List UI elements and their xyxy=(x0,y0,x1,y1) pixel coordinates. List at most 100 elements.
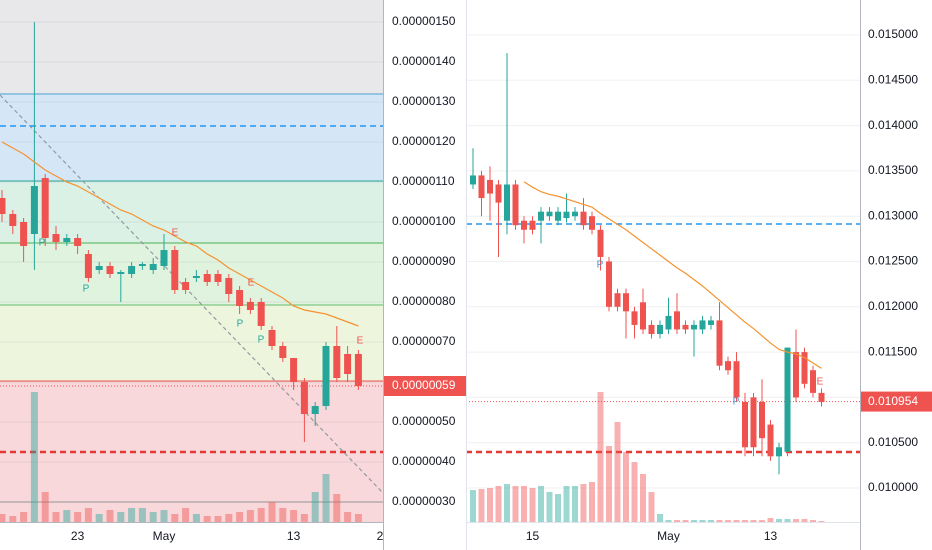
volume-bar xyxy=(290,510,298,522)
axes: 0.00000150 0.00000140 0.00000130 0.00000120… xyxy=(71,14,932,543)
candle-body xyxy=(171,250,179,290)
candle-body xyxy=(597,229,604,257)
y-tick-label: 0.00000030 xyxy=(392,494,456,508)
volume-bar xyxy=(106,510,114,522)
candle-body xyxy=(106,266,114,274)
volume-bar xyxy=(84,508,92,522)
volume-bar xyxy=(182,508,190,522)
candle-body xyxy=(470,175,476,185)
candle-body xyxy=(487,179,493,194)
volume-bar xyxy=(776,519,782,522)
volume-bar xyxy=(95,514,103,522)
volume-bar xyxy=(74,512,82,522)
y-tick-label: 0.014500 xyxy=(868,72,918,86)
volume-bar xyxy=(487,488,493,522)
volume-bar xyxy=(606,446,612,522)
y-tick-label: 0.00000040 xyxy=(392,454,456,468)
volume-bar xyxy=(767,518,774,522)
signal-label: P xyxy=(39,238,46,249)
candle-body xyxy=(691,324,697,330)
volume-bar xyxy=(665,520,672,522)
volume-bar xyxy=(192,514,200,522)
last-price-label: 0.010954 xyxy=(868,394,918,408)
signal-label: P xyxy=(733,397,740,408)
volume-bar xyxy=(160,510,168,522)
volume-bar xyxy=(623,452,629,522)
x-tick-label: 13 xyxy=(287,529,301,543)
candle-body xyxy=(674,311,680,330)
signal-label: E xyxy=(817,377,824,388)
volume-bar xyxy=(716,520,723,522)
volume-bar xyxy=(322,474,330,522)
volume-bar xyxy=(52,512,60,522)
fib-zone xyxy=(0,381,383,502)
y-tick-label: 0.00000120 xyxy=(392,134,456,148)
candle-body xyxy=(322,346,330,406)
candle-body xyxy=(767,424,774,457)
volume-bar xyxy=(742,520,748,522)
fib-zone xyxy=(0,94,383,181)
candle-body xyxy=(708,320,714,325)
y-tick-label: 0.00000080 xyxy=(392,294,456,308)
candle-body xyxy=(623,293,629,312)
candle-body xyxy=(682,324,689,330)
candle-body xyxy=(810,370,816,393)
volume-bar xyxy=(203,516,211,522)
y-tick-label: 0.013500 xyxy=(868,163,918,177)
last-price-box xyxy=(384,376,466,396)
volume-bar xyxy=(725,520,731,522)
x-tick-label: 23 xyxy=(71,529,85,543)
volume-bar xyxy=(648,492,655,522)
candle-body xyxy=(725,361,731,371)
candle-body xyxy=(95,266,103,270)
signal-label: E xyxy=(357,336,364,347)
fib-zone xyxy=(0,243,383,305)
candle-body xyxy=(776,447,782,457)
candle-body xyxy=(640,302,646,330)
volume-bar xyxy=(580,484,587,522)
candle-body xyxy=(818,392,825,402)
volume-bar xyxy=(138,508,146,522)
volume-bar xyxy=(279,508,287,522)
candle-body xyxy=(279,346,287,358)
x-tick-label: May xyxy=(153,529,176,543)
signal-label: P xyxy=(83,284,90,295)
candle-body xyxy=(149,264,157,270)
candle-body xyxy=(529,220,536,230)
candle-body xyxy=(665,315,672,330)
candle-body xyxy=(614,293,621,307)
volume-bar xyxy=(657,514,663,522)
volume-bar xyxy=(614,422,621,522)
candle-body xyxy=(699,320,706,330)
volume-bar xyxy=(333,494,341,522)
volume-bar xyxy=(30,392,38,522)
volume-bar xyxy=(225,514,233,522)
candle-body xyxy=(257,302,265,326)
candle-body xyxy=(742,401,748,448)
volume-bar xyxy=(9,516,17,522)
candle-body xyxy=(495,184,502,203)
signal-label: P xyxy=(258,335,265,346)
y-tick-label: 0.00000100 xyxy=(392,214,456,228)
y-tick-label: 0.011500 xyxy=(868,344,917,358)
volume-bar xyxy=(555,494,561,522)
moving-average xyxy=(523,181,822,369)
candle-body xyxy=(354,354,362,386)
volume-bar xyxy=(41,492,49,522)
last-price-label: 0.00000059 xyxy=(392,378,456,392)
volume-bar xyxy=(818,521,825,522)
candle-body xyxy=(30,186,38,234)
candle-body xyxy=(538,211,544,221)
candle-body xyxy=(84,254,92,278)
candle-body xyxy=(225,278,233,294)
volume-bar xyxy=(572,486,578,522)
volume-bar xyxy=(0,514,6,522)
signal-label: P xyxy=(237,319,244,330)
candle-body xyxy=(801,352,808,384)
x-tick-label: 2 xyxy=(377,529,384,543)
volume-bar xyxy=(268,502,276,522)
volume-bar xyxy=(344,512,352,522)
volume-bar xyxy=(246,510,254,522)
